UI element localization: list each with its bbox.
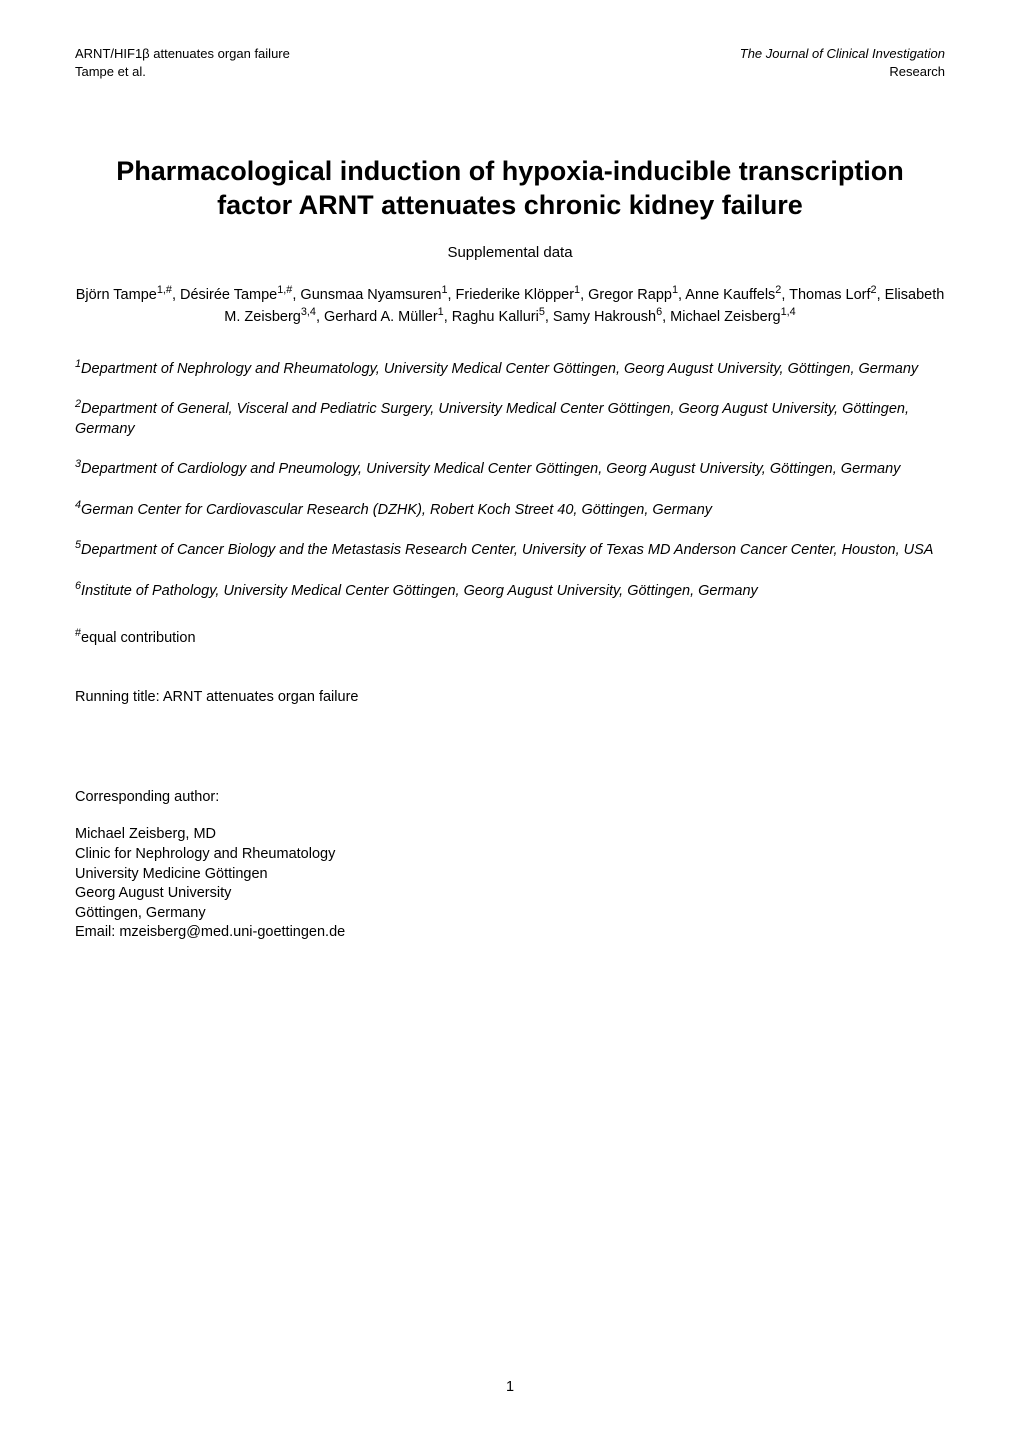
affiliation: 1Department of Nephrology and Rheumatolo… — [75, 357, 945, 379]
article-title: Pharmacological induction of hypoxia-ind… — [75, 155, 945, 223]
affil-text: Department of Cancer Biology and the Met… — [81, 542, 933, 558]
affiliation: 5Department of Cancer Biology and the Me… — [75, 538, 945, 560]
affiliation: 6Institute of Pathology, University Medi… — [75, 579, 945, 601]
affiliation: 4German Center for Cardiovascular Resear… — [75, 498, 945, 520]
affil-text: Department of Cardiology and Pneumology,… — [81, 461, 900, 477]
article-subtitle: Supplemental data — [75, 243, 945, 263]
running-header-right: The Journal of Clinical Investigation Re… — [740, 45, 945, 80]
corr-line5: Göttingen, Germany — [75, 905, 206, 921]
running-header-left: ARNT/HIF1β attenuates organ failure Tamp… — [75, 45, 290, 80]
affiliations-block: 1Department of Nephrology and Rheumatolo… — [75, 357, 945, 601]
author-list: Björn Tampe1,#, Désirée Tampe1,#, Gunsma… — [75, 283, 945, 327]
running-title: Running title: ARNT attenuates organ fai… — [75, 688, 945, 708]
affiliation: 2Department of General, Visceral and Ped… — [75, 397, 945, 439]
affiliation: 3Department of Cardiology and Pneumology… — [75, 457, 945, 479]
header-left-line2: Tampe et al. — [75, 64, 146, 79]
corr-line3: University Medicine Göttingen — [75, 866, 268, 882]
header-left-line1: ARNT/HIF1β attenuates organ failure — [75, 46, 290, 61]
corr-line4: Georg August University — [75, 885, 231, 901]
page-number: 1 — [0, 1378, 1020, 1398]
equal-contribution-note: #equal contribution — [75, 626, 945, 648]
affil-text: Department of Nephrology and Rheumatolog… — [81, 361, 918, 377]
affil-text: German Center for Cardiovascular Researc… — [81, 502, 712, 518]
affil-text: Department of General, Visceral and Pedi… — [75, 401, 909, 437]
corresponding-author-block: Michael Zeisberg, MD Clinic for Nephrolo… — [75, 825, 945, 942]
affil-text: Institute of Pathology, University Medic… — [81, 582, 758, 598]
corr-name: Michael Zeisberg, MD — [75, 826, 216, 842]
header-type: Research — [889, 64, 945, 79]
main-content: Pharmacological induction of hypoxia-ind… — [75, 155, 945, 943]
corr-line2: Clinic for Nephrology and Rheumatology — [75, 846, 335, 862]
corresponding-author-label: Corresponding author: — [75, 788, 945, 808]
header-journal: The Journal of Clinical Investigation — [740, 46, 945, 61]
corr-email: Email: mzeisberg@med.uni-goettingen.de — [75, 924, 345, 940]
